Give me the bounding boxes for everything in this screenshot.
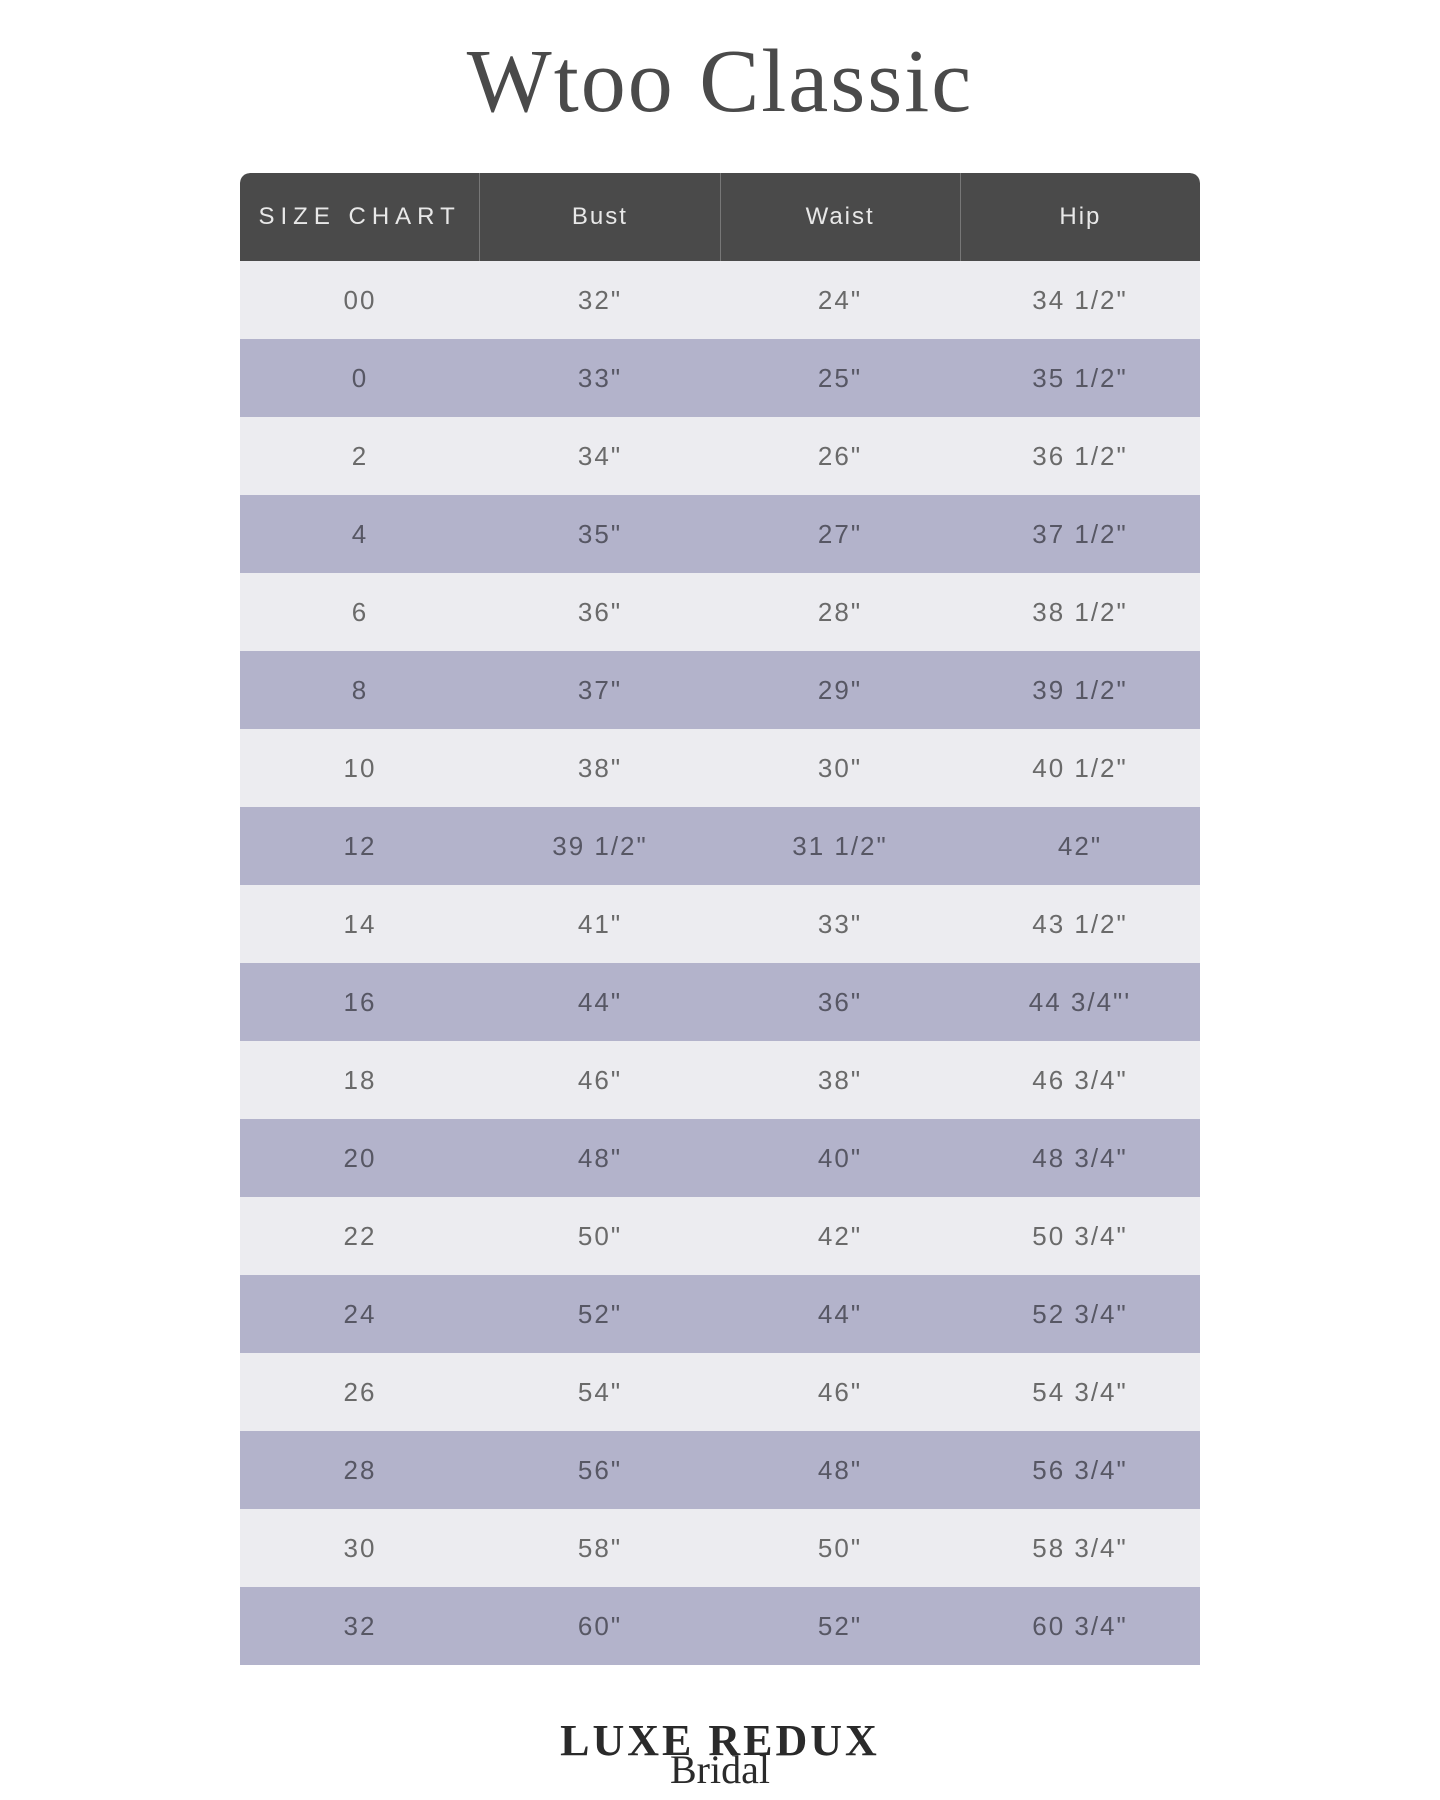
table-cell: 44" [720,1275,960,1353]
table-cell: 60" [480,1587,720,1665]
table-cell: 56 3/4" [960,1431,1200,1509]
table-cell: 37" [480,651,720,729]
table-cell: 24 [240,1275,480,1353]
table-cell: 38 1/2" [960,573,1200,651]
table-cell: 26 [240,1353,480,1431]
table-cell: 46" [480,1041,720,1119]
table-cell: 16 [240,963,480,1041]
table-row: 2452"44"52 3/4" [240,1275,1200,1353]
table-cell: 41" [480,885,720,963]
table-cell: 10 [240,729,480,807]
table-cell: 00 [240,261,480,339]
table-cell: 36" [480,573,720,651]
table-cell: 58" [480,1509,720,1587]
table-cell: 24" [720,261,960,339]
table-cell: 48 3/4" [960,1119,1200,1197]
table-cell: 39 1/2" [480,807,720,885]
table-cell: 31 1/2" [720,807,960,885]
table-cell: 14 [240,885,480,963]
table-row: 2856"48"56 3/4" [240,1431,1200,1509]
table-row: 3260"52"60 3/4" [240,1587,1200,1665]
table-cell: 43 1/2" [960,885,1200,963]
table-cell: 35 1/2" [960,339,1200,417]
table-cell: 54 3/4" [960,1353,1200,1431]
table-cell: 60 3/4" [960,1587,1200,1665]
size-chart-table: SIZE CHART Bust Waist Hip 0032"24"34 1/2… [240,173,1200,1665]
table-cell: 22 [240,1197,480,1275]
table-row: 1038"30"40 1/2" [240,729,1200,807]
table-cell: 0 [240,339,480,417]
table-cell: 36 1/2" [960,417,1200,495]
table-cell: 40" [720,1119,960,1197]
table-cell: 34" [480,417,720,495]
table-cell: 30" [720,729,960,807]
table-row: 1846"38"46 3/4" [240,1041,1200,1119]
table-cell: 30 [240,1509,480,1587]
table-cell: 42" [720,1197,960,1275]
table-cell: 36" [720,963,960,1041]
table-cell: 42" [960,807,1200,885]
table-cell: 6 [240,573,480,651]
table-cell: 38" [720,1041,960,1119]
table-row: 1239 1/2"31 1/2"42" [240,807,1200,885]
table-row: 1644"36"44 3/4"' [240,963,1200,1041]
table-cell: 25" [720,339,960,417]
table-cell: 54" [480,1353,720,1431]
header-bust: Bust [480,173,720,261]
table-cell: 34 1/2" [960,261,1200,339]
table-row: 2654"46"54 3/4" [240,1353,1200,1431]
table-cell: 18 [240,1041,480,1119]
table-cell: 32" [480,261,720,339]
table-cell: 50" [480,1197,720,1275]
table-cell: 48" [720,1431,960,1509]
table-cell: 28 [240,1431,480,1509]
table-row: 0032"24"34 1/2" [240,261,1200,339]
page-title: Wtoo Classic [467,30,973,133]
table-cell: 26" [720,417,960,495]
table-cell: 58 3/4" [960,1509,1200,1587]
header-waist: Waist [721,173,961,261]
table-cell: 39 1/2" [960,651,1200,729]
table-row: 033"25"35 1/2" [240,339,1200,417]
table-cell: 50" [720,1509,960,1587]
table-cell: 12 [240,807,480,885]
table-cell: 35" [480,495,720,573]
table-row: 837"29"39 1/2" [240,651,1200,729]
table-cell: 40 1/2" [960,729,1200,807]
brand-footer: LUXE REDUX Bridal [560,1715,880,1793]
table-row: 2048"40"48 3/4" [240,1119,1200,1197]
table-header-row: SIZE CHART Bust Waist Hip [240,173,1200,261]
table-cell: 37 1/2" [960,495,1200,573]
table-cell: 32 [240,1587,480,1665]
table-row: 234"26"36 1/2" [240,417,1200,495]
table-cell: 8 [240,651,480,729]
table-cell: 56" [480,1431,720,1509]
table-cell: 48" [480,1119,720,1197]
table-cell: 44" [480,963,720,1041]
table-cell: 27" [720,495,960,573]
table-cell: 2 [240,417,480,495]
table-cell: 46 3/4" [960,1041,1200,1119]
table-cell: 33" [480,339,720,417]
table-cell: 38" [480,729,720,807]
header-size: SIZE CHART [240,173,480,261]
table-row: 636"28"38 1/2" [240,573,1200,651]
table-cell: 46" [720,1353,960,1431]
table-cell: 20 [240,1119,480,1197]
table-row: 435"27"37 1/2" [240,495,1200,573]
table-cell: 44 3/4"' [960,963,1200,1041]
table-cell: 33" [720,885,960,963]
table-cell: 4 [240,495,480,573]
table-cell: 52" [480,1275,720,1353]
table-row: 1441"33"43 1/2" [240,885,1200,963]
table-cell: 28" [720,573,960,651]
header-hip: Hip [961,173,1200,261]
table-cell: 29" [720,651,960,729]
table-cell: 52" [720,1587,960,1665]
table-cell: 52 3/4" [960,1275,1200,1353]
table-cell: 50 3/4" [960,1197,1200,1275]
table-row: 3058"50"58 3/4" [240,1509,1200,1587]
table-row: 2250"42"50 3/4" [240,1197,1200,1275]
